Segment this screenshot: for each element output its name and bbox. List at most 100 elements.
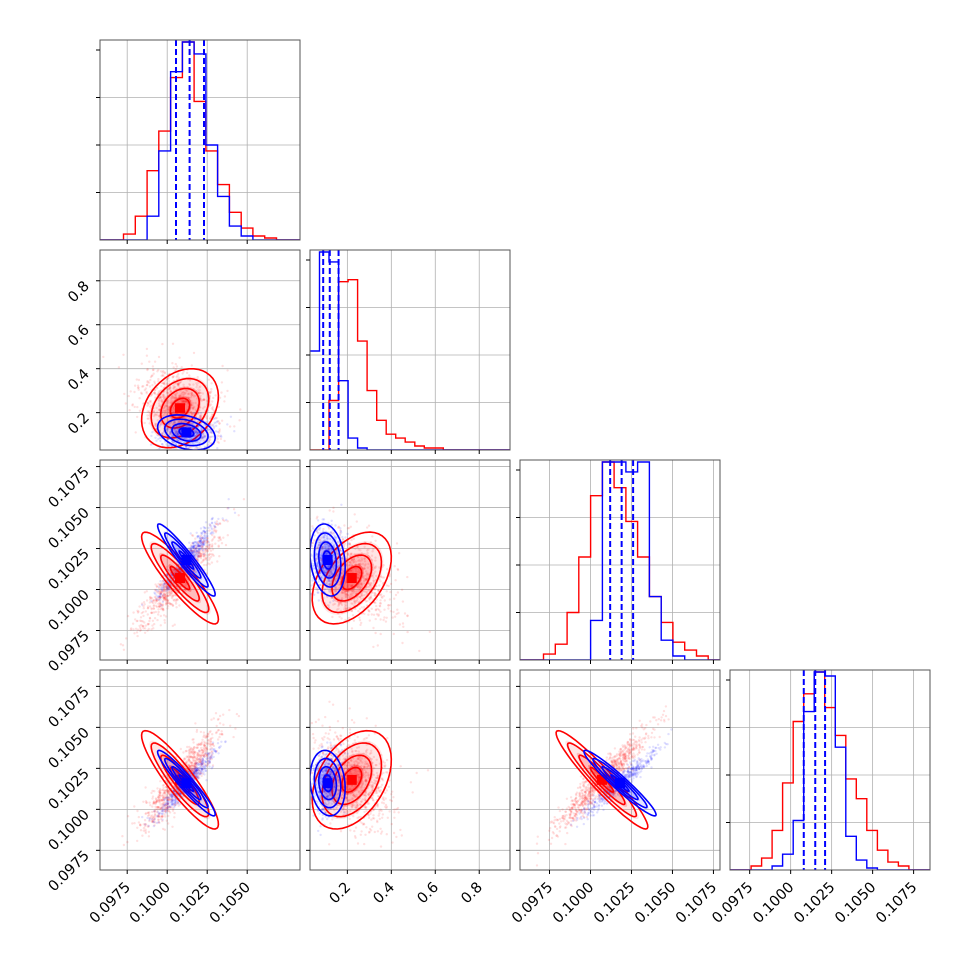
sample-point: [200, 533, 203, 536]
sample-point: [203, 744, 206, 748]
sample-point: [189, 766, 193, 770]
sample-point: [219, 437, 223, 441]
sample-point: [192, 351, 196, 355]
sample-point: [197, 758, 200, 762]
sample-point: [346, 527, 350, 530]
sample-point: [168, 601, 171, 605]
sample-point: [156, 618, 159, 622]
sample-point: [185, 417, 188, 420]
sample-point: [210, 555, 213, 558]
sample-point: [199, 557, 203, 560]
sample-point: [168, 386, 172, 389]
sample-point: [209, 435, 212, 438]
sample-point: [401, 622, 405, 625]
sample-point: [207, 440, 210, 443]
sample-point: [367, 548, 370, 551]
sample-point: [159, 396, 163, 399]
sample-point: [158, 596, 161, 599]
sample-point: [158, 807, 161, 810]
sample-point: [322, 535, 325, 538]
sample-point: [156, 591, 159, 594]
sample-point: [187, 758, 190, 761]
sample-point: [341, 557, 345, 560]
sample-point: [194, 762, 197, 766]
sample-point: [204, 530, 207, 534]
sample-point: [194, 751, 197, 754]
sample-point: [225, 452, 227, 454]
sample-point: [334, 586, 337, 590]
sample-point: [147, 403, 150, 406]
sample-point: [322, 547, 325, 551]
sample-point: [193, 568, 197, 572]
sample-point: [203, 548, 207, 551]
sample-point: [157, 805, 161, 809]
sample-point: [319, 554, 322, 557]
sample-point: [401, 600, 405, 603]
sample-point: [157, 818, 160, 822]
sample-point: [341, 591, 345, 594]
sample-point: [357, 559, 360, 563]
sample-point: [340, 531, 343, 534]
sample-point: [176, 382, 179, 386]
sample-point: [329, 531, 332, 534]
sample-point: [341, 570, 344, 573]
sample-point: [171, 395, 174, 398]
sample-point: [374, 565, 378, 568]
sample-point: [169, 602, 172, 606]
sample-point: [162, 396, 165, 399]
sample-point: [204, 753, 207, 756]
sample-point: [145, 392, 148, 395]
sample-point: [199, 527, 203, 530]
sample-point: [320, 558, 323, 561]
sample-point: [155, 599, 158, 603]
sample-point: [157, 794, 160, 797]
sample-point: [355, 599, 358, 602]
sample-point: [194, 549, 197, 552]
sample-point: [161, 607, 164, 610]
sample-point: [428, 630, 431, 634]
sample-point: [307, 571, 309, 573]
sample-point: [207, 743, 210, 746]
sample-point: [210, 758, 213, 761]
sample-point: [144, 624, 147, 627]
sample-point: [161, 603, 165, 606]
sample-point: [323, 546, 327, 549]
sample-point: [220, 542, 224, 545]
sample-point: [368, 619, 371, 622]
sample-point: [201, 407, 205, 410]
sample-point: [205, 748, 209, 751]
sample-point: [165, 591, 168, 594]
sample-point: [165, 379, 168, 382]
sample-point: [197, 555, 200, 558]
sample-point: [168, 385, 172, 389]
sample-point: [352, 560, 355, 564]
sample-point: [192, 383, 195, 386]
sample-point: [198, 749, 201, 752]
sample-point: [159, 799, 162, 802]
sample-point: [210, 431, 213, 434]
sample-point: [350, 609, 354, 613]
sample-point: [142, 601, 146, 604]
sample-point: [322, 566, 325, 569]
sample-point: [156, 599, 159, 602]
sample-point: [217, 728, 220, 732]
sample-point: [163, 582, 166, 585]
sample-point: [146, 367, 149, 371]
sample-point: [195, 546, 199, 549]
sample-point: [364, 600, 368, 603]
sample-point: [172, 598, 175, 601]
sample-point: [208, 748, 212, 751]
sample-point: [337, 565, 340, 568]
sample-point: [392, 610, 395, 614]
sample-point: [323, 570, 327, 574]
sample-point: [193, 554, 196, 558]
sample-point: [227, 498, 230, 501]
sample-point: [196, 431, 199, 435]
sample-point: [170, 397, 173, 400]
sample-point: [128, 409, 131, 412]
sample-point: [366, 566, 370, 569]
sample-point: [209, 403, 213, 406]
sample-point: [396, 567, 399, 571]
sample-point: [218, 735, 221, 739]
sample-point: [204, 521, 208, 524]
